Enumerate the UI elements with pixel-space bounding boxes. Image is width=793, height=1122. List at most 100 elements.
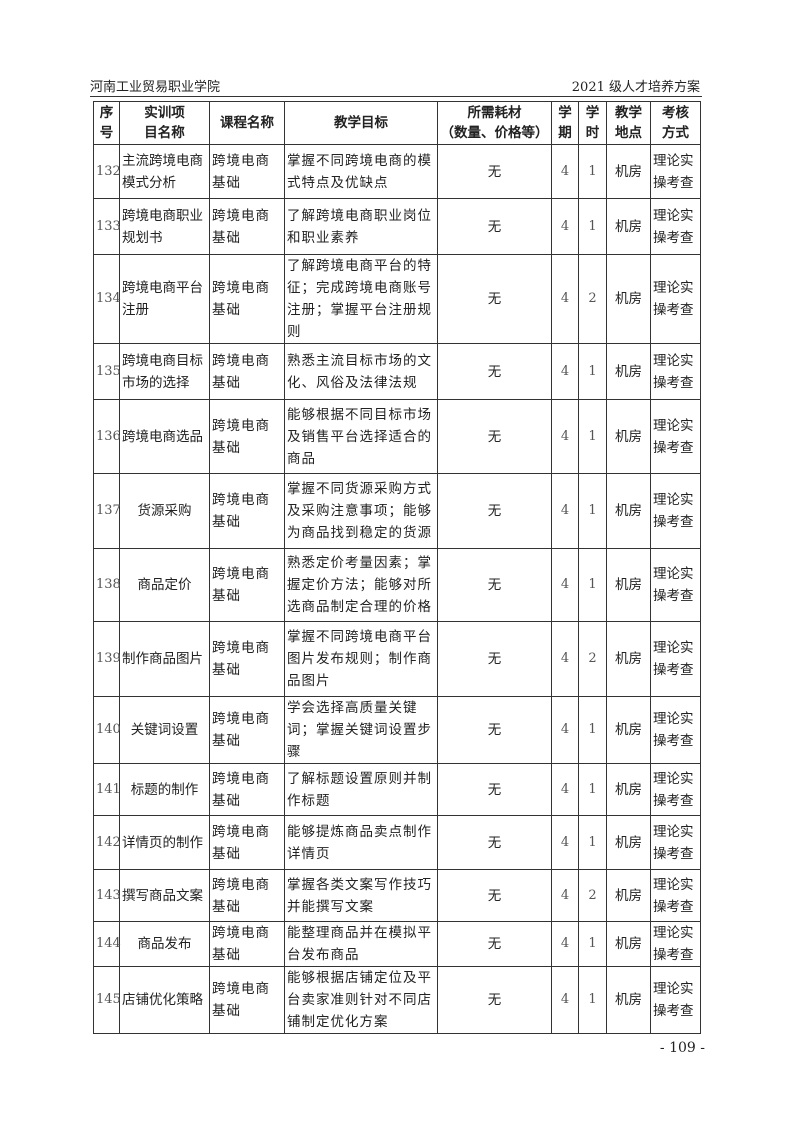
cell-project: 店铺优化策略 [119, 966, 210, 1034]
cell-project: 跨境电商职业规划书 [119, 198, 210, 255]
cell-term: 4 [551, 621, 579, 697]
cell-assess: 理论实操考查 [650, 696, 701, 764]
cell-course: 跨境电商基础 [209, 921, 285, 967]
cell-hours: 1 [578, 763, 607, 816]
cell-course: 跨境电商基础 [209, 696, 285, 764]
cell-no: 134 [93, 254, 121, 344]
cell-materials: 无 [437, 696, 552, 764]
cell-hours: 1 [578, 399, 607, 474]
cell-place: 机房 [606, 763, 651, 816]
cell-no: 145 [93, 966, 121, 1034]
cell-materials: 无 [437, 399, 552, 474]
training-table: 序号 实训项目名称 课程名称 教学目标 所需耗材 （数量、价格等） 学期 学时 教学地点 考核方式… [93, 101, 701, 1034]
cell-project: 标题的制作 [119, 763, 210, 816]
cell-assess: 理论实操考查 [650, 869, 701, 922]
cell-term: 4 [551, 473, 579, 549]
cell-project: 详情页的制作 [119, 815, 210, 870]
table-row: 133 跨境电商职业规划书 跨境电商基础 了解跨境电商职业岗位和职业素养无 4 1 机房 理论… [93, 198, 701, 255]
cell-materials: 无 [437, 815, 552, 870]
cell-place: 机房 [606, 144, 651, 199]
column-header-label: 考核方式 [662, 105, 689, 141]
cell-hours: 1 [578, 473, 607, 549]
cell-term: 4 [551, 198, 579, 255]
cell-course: 跨境电商基础 [209, 966, 285, 1034]
cell-course: 跨境电商基础 [209, 254, 285, 344]
table-row: 140 关键词设置 跨境电商基础 学会选择高质量关键词；掌握关键词设置步骤无 4 1 机房理… [93, 696, 701, 764]
column-header: 考核方式 [650, 101, 701, 145]
cell-assess: 理论实操考查 [650, 473, 701, 549]
cell-term: 4 [551, 815, 579, 870]
table-row: 142 详情页的制作 跨境电商基础 能够提炼商品卖点制作详情页无 4 1 机房 理论实操考查 [93, 815, 701, 870]
column-header: 学时 [578, 101, 607, 145]
cell-assess: 理论实操考查 [650, 763, 701, 816]
cell-project: 撰写商品文案 [119, 869, 210, 922]
cell-course: 跨境电商基础 [209, 548, 285, 622]
column-header-line: （数量、价格等） [440, 125, 549, 141]
cell-place: 机房 [606, 548, 651, 622]
cell-place: 机房 [606, 621, 651, 697]
cell-course: 跨境电商基础 [209, 198, 285, 255]
cell-place: 机房 [606, 473, 651, 549]
table-row: 145 店铺优化策略 跨境电商基础 能够根据店铺定位及平台卖家准则针对不同店铺制定优化… [93, 966, 701, 1034]
cell-course: 跨境电商基础 [209, 815, 285, 870]
cell-place: 机房 [606, 399, 651, 474]
cell-no: 139 [93, 621, 121, 697]
cell-hours: 2 [578, 621, 607, 697]
table-row: 141 标题的制作 跨境电商基础 了解标题设置原则并制作标题无 4 1 机房 理论实操考查 [93, 763, 701, 816]
cell-project: 制作商品图片 [119, 621, 210, 697]
column-header: 序号 [93, 101, 120, 145]
cell-no: 132 [93, 144, 121, 199]
cell-materials: 无 [437, 621, 552, 697]
cell-hours: 1 [578, 343, 607, 400]
header-plan-title: 2021 级人才培养方案 [571, 80, 700, 95]
cell-course: 跨境电商基础 [209, 144, 285, 199]
cell-materials: 无 [437, 763, 552, 816]
cell-assess: 理论实操考查 [650, 621, 701, 697]
cell-place: 机房 [606, 869, 651, 922]
cell-hours: 2 [578, 254, 607, 344]
cell-materials: 无 [437, 343, 552, 400]
cell-hours: 1 [578, 696, 607, 764]
cell-term: 4 [551, 343, 579, 400]
column-header: 教学目标 [284, 101, 438, 145]
cell-assess: 理论实操考查 [650, 254, 701, 344]
cell-materials: 无 [437, 921, 552, 967]
cell-assess: 理论实操考查 [650, 921, 701, 967]
cell-no: 137 [93, 473, 121, 549]
cell-materials: 无 [437, 473, 552, 549]
cell-no: 140 [93, 696, 121, 764]
header-institution: 河南工业贸易职业学院 [90, 80, 221, 95]
cell-term: 4 [551, 696, 579, 764]
table-row: 136 跨境电商选品 跨境电商基础 能够根据不同目标市场及销售平台选择适合的商品无 4 1… [93, 399, 701, 474]
cell-materials: 无 [437, 548, 552, 622]
cell-no: 141 [93, 763, 121, 816]
cell-hours: 1 [578, 966, 607, 1034]
cell-term: 4 [551, 869, 579, 922]
cell-course: 跨境电商基础 [209, 763, 285, 816]
cell-no: 136 [93, 399, 121, 474]
cell-course: 跨境电商基础 [209, 473, 285, 549]
cell-no: 133 [93, 198, 121, 255]
cell-goal: 了解跨境电商平台的特征；完成跨境电商账号注册；掌握平台注册规则 [284, 254, 438, 344]
cell-term: 4 [551, 144, 579, 199]
cell-term: 4 [551, 763, 579, 816]
cell-materials: 无 [437, 254, 552, 344]
cell-assess: 理论实操考查 [650, 966, 701, 1034]
cell-project: 关键词设置 [119, 696, 210, 764]
cell-materials: 无 [437, 966, 552, 1034]
header-rule [90, 96, 702, 97]
column-header: 实训项目名称 [119, 101, 210, 145]
cell-assess: 理论实操考查 [650, 548, 701, 622]
cell-no: 144 [93, 921, 121, 967]
cell-place: 机房 [606, 921, 651, 967]
cell-course: 跨境电商基础 [209, 399, 285, 474]
column-header-label: 学期 [558, 105, 572, 141]
table-header-row: 序号 实训项目名称 课程名称 教学目标 所需耗材 （数量、价格等） 学期 学时 教学地点 考核方式 [93, 101, 701, 145]
cell-no: 142 [93, 815, 121, 870]
cell-course: 跨境电商基础 [209, 621, 285, 697]
cell-assess: 理论实操考查 [650, 815, 701, 870]
column-header-label: 教学地点 [615, 105, 642, 141]
cell-no: 135 [93, 343, 121, 400]
cell-goal: 了解标题设置原则并制作标题 [284, 763, 438, 816]
cell-assess: 理论实操考查 [650, 144, 701, 199]
